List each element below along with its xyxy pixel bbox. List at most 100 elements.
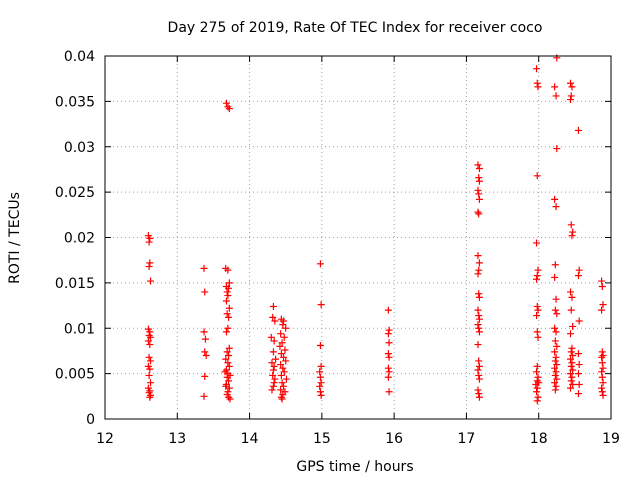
data-point bbox=[475, 371, 483, 379]
data-point bbox=[278, 339, 286, 347]
data-point bbox=[475, 290, 483, 298]
y-tick-label: 0.025 bbox=[55, 185, 95, 201]
data-point bbox=[533, 272, 541, 280]
x-tick-label: 16 bbox=[385, 431, 403, 447]
data-point bbox=[598, 384, 606, 392]
data-point bbox=[277, 386, 285, 394]
data-point bbox=[533, 275, 541, 283]
data-point bbox=[568, 373, 576, 381]
data-point bbox=[474, 341, 482, 349]
data-point bbox=[567, 92, 575, 100]
data-point bbox=[551, 371, 559, 379]
x-axis-label: GPS time / hours bbox=[296, 459, 413, 475]
data-point bbox=[144, 337, 152, 345]
data-point bbox=[201, 288, 209, 296]
data-point bbox=[534, 393, 542, 401]
data-point bbox=[567, 96, 575, 104]
data-point bbox=[280, 368, 288, 376]
data-point bbox=[575, 381, 583, 389]
data-point bbox=[567, 221, 575, 229]
x-tick-label: 17 bbox=[458, 431, 476, 447]
data-point bbox=[270, 379, 278, 387]
data-point bbox=[551, 83, 559, 91]
data-point bbox=[567, 288, 575, 296]
data-point bbox=[553, 375, 561, 383]
data-point bbox=[474, 186, 482, 194]
data-point bbox=[147, 357, 155, 365]
data-point bbox=[553, 361, 561, 369]
data-point bbox=[533, 328, 541, 336]
data-point bbox=[533, 384, 541, 392]
data-point bbox=[225, 105, 233, 113]
data-point bbox=[575, 266, 583, 274]
plot-frame bbox=[104, 55, 612, 420]
data-point bbox=[278, 395, 286, 403]
data-point bbox=[533, 362, 541, 370]
data-point bbox=[224, 266, 232, 274]
data-point bbox=[267, 333, 275, 341]
data-point bbox=[201, 372, 209, 380]
data-point bbox=[599, 391, 607, 399]
data-point bbox=[567, 355, 575, 363]
data-point bbox=[475, 390, 483, 398]
x-tick-label: 13 bbox=[168, 431, 186, 447]
data-point bbox=[225, 279, 233, 287]
data-point bbox=[268, 386, 276, 394]
y-axis-label: ROTI / TECUs bbox=[7, 192, 23, 284]
data-point bbox=[475, 266, 483, 274]
data-point bbox=[598, 306, 606, 314]
data-point bbox=[598, 368, 606, 376]
data-point bbox=[552, 203, 560, 211]
data-point bbox=[384, 373, 392, 381]
data-point bbox=[475, 357, 483, 365]
data-point bbox=[598, 373, 606, 381]
data-point bbox=[269, 382, 277, 390]
data-point bbox=[316, 388, 324, 396]
data-point bbox=[575, 317, 583, 325]
data-point bbox=[552, 295, 560, 303]
y-tick-label: 0.04 bbox=[64, 49, 95, 65]
data-point bbox=[282, 375, 290, 383]
data-point bbox=[475, 177, 483, 185]
data-point bbox=[599, 351, 607, 359]
data-point bbox=[553, 145, 561, 153]
data-point bbox=[145, 371, 153, 379]
data-point bbox=[599, 379, 607, 387]
y-tick-label: 0 bbox=[86, 412, 95, 428]
data-point bbox=[280, 333, 288, 341]
data-point bbox=[316, 368, 324, 376]
data-point bbox=[281, 346, 289, 354]
data-point bbox=[533, 79, 541, 87]
data-point bbox=[385, 339, 393, 347]
data-point bbox=[226, 371, 234, 379]
data-point bbox=[567, 362, 575, 370]
data-point bbox=[385, 388, 393, 396]
data-point bbox=[551, 261, 559, 269]
data-point bbox=[222, 355, 230, 363]
data-point bbox=[225, 384, 233, 392]
data-point bbox=[475, 165, 483, 173]
data-point bbox=[475, 210, 483, 218]
data-point bbox=[598, 359, 606, 367]
data-point bbox=[225, 284, 233, 292]
data-point bbox=[280, 353, 288, 361]
data-point bbox=[225, 313, 233, 321]
data-point bbox=[146, 328, 154, 336]
data-point bbox=[474, 386, 482, 394]
y-tick-label: 0.015 bbox=[55, 276, 95, 292]
data-point bbox=[222, 297, 230, 305]
data-point bbox=[569, 322, 577, 330]
data-point bbox=[552, 368, 560, 376]
data-point bbox=[567, 348, 575, 356]
data-point bbox=[277, 330, 285, 338]
data-point bbox=[534, 83, 542, 91]
data-point bbox=[276, 342, 284, 350]
x-tick-label: 14 bbox=[241, 431, 259, 447]
y-tick-label: 0.005 bbox=[55, 367, 95, 383]
data-point bbox=[569, 381, 577, 389]
data-point bbox=[567, 330, 575, 338]
data-point bbox=[145, 353, 153, 361]
data-point bbox=[384, 350, 392, 358]
data-point bbox=[552, 328, 560, 336]
data-point bbox=[222, 99, 230, 107]
